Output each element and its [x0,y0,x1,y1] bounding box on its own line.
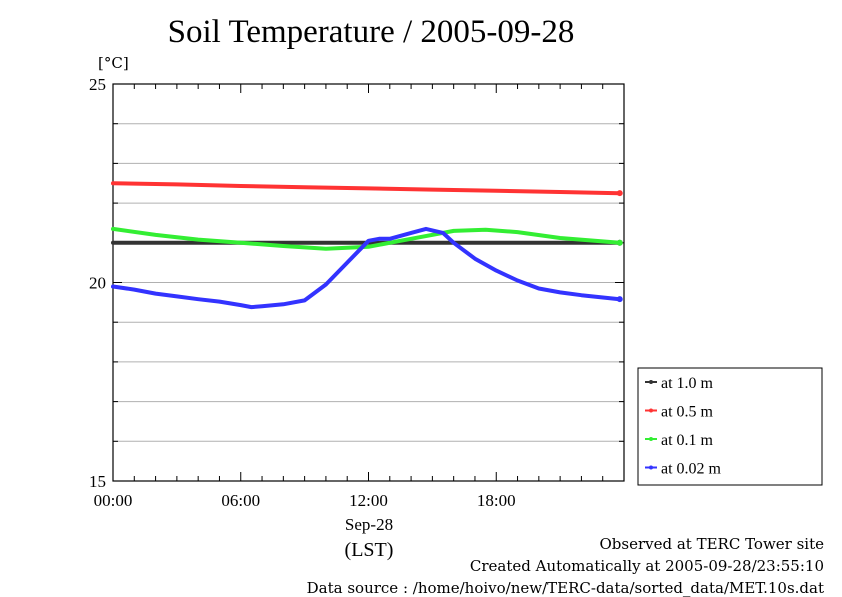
grid-lines [113,123,624,442]
series-line-1 [111,181,622,196]
footer-observed-site: Observed at TERC Tower site [599,535,824,553]
x-tick-label: 00:00 [94,491,133,510]
x-tick-label: 12:00 [349,491,388,510]
chart-title: Soil Temperature / 2005-09-28 [167,14,575,50]
legend-box [637,367,823,486]
legend-marker [649,408,653,413]
series-end-point-2 [616,239,623,246]
legend-marker [649,465,653,470]
legend-label: at 1.0 m [661,375,714,392]
footer-data-source: Data source : /home/hoivo/new/TERC-data/… [306,579,824,597]
x-axis-timezone-label: (LST) [345,539,394,561]
series-end-point-3 [616,296,623,303]
x-tick-label: 06:00 [221,491,260,510]
legend-label: at 0.02 m [661,461,722,478]
y-axis-unit-label: [°C] [98,54,129,72]
series-end-point-1 [616,190,623,197]
x-tick-label: 18:00 [477,491,516,510]
legend: at 1.0 m at 0.5 m at 0.1 m at 0.02 m [637,367,823,486]
legend-marker [649,380,653,384]
series-lines [111,181,623,310]
y-tick-label: 25 [89,75,106,94]
y-tick-label: 15 [89,472,106,491]
series-line-2 [111,226,622,251]
series-line-3 [111,226,622,310]
x-axis-date-label: Sep-28 [345,515,393,534]
footer-created-timestamp: Created Automatically at 2005-09-28/23:5… [469,557,824,575]
y-tick-label: 20 [89,274,106,293]
axis-ticks: 15 20 25 00:00 06:00 12:00 18:00 [89,75,625,510]
legend-label: at 0.5 m [661,404,714,421]
legend-marker [649,437,653,441]
legend-label: at 0.1 m [661,432,714,449]
